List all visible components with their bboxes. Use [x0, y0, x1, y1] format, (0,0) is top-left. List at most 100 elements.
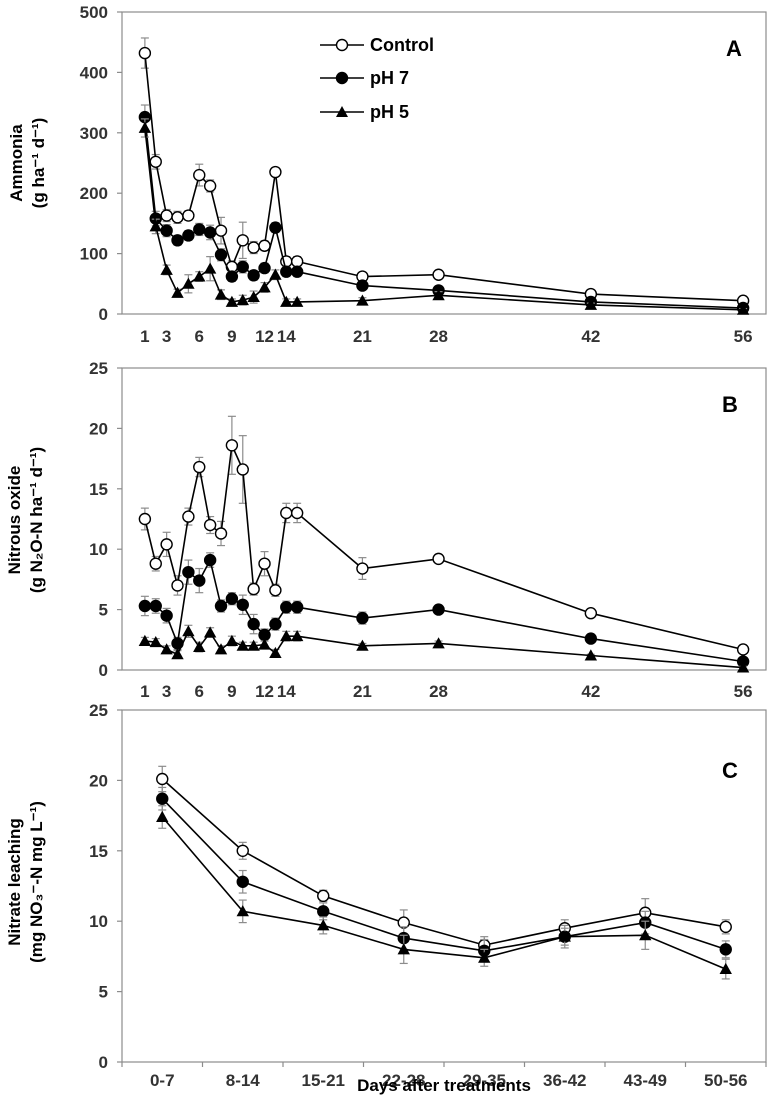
panel-c-frame — [121, 709, 767, 1063]
legend-control-marker — [335, 38, 349, 52]
panel-c-series-ph5-line — [161, 816, 727, 970]
panel-a-ytick-label: 0 — [99, 305, 108, 324]
panel-a-series-control-point — [203, 179, 217, 193]
panel-c-series-ph7-point — [156, 792, 169, 805]
panel-a-series-ph7-point — [225, 270, 239, 283]
panel-a-xtick-label: 56 — [734, 327, 753, 346]
panel-a-series-ph5-point — [171, 286, 184, 298]
panel-a-series-control-point — [193, 168, 206, 182]
panel-b-series-ph5-point — [236, 639, 249, 651]
panel-b-ytick-label: 25 — [89, 359, 108, 378]
panel-c-series-ph7-line — [161, 798, 727, 952]
panel-a-series-ph7-point — [280, 265, 293, 278]
panel-a-series-ph7-point — [258, 261, 271, 275]
panel-b-xtick-label: 6 — [195, 682, 204, 701]
panel-b-series-control-point — [171, 579, 184, 592]
panel-c-xtick-label: 15-21 — [302, 1071, 345, 1090]
panel-b-series-ph5-point — [269, 646, 282, 659]
panel-b-y-axis-label: Nitrous oxide (g N₂O-N ha⁻¹ d⁻¹) — [5, 447, 46, 593]
panel-a-series-control-point — [432, 268, 445, 281]
panel-b-x-ticks: 1 3 6 9 12 14 21 28 42 56 — [140, 682, 752, 701]
panel-b-series-ph5-point — [736, 661, 750, 673]
panel-b-xtick-label: 3 — [162, 682, 171, 701]
panel-b-ytick-label: 10 — [89, 540, 108, 559]
panel-c-xtick-label: 22-28 — [382, 1071, 425, 1090]
panel-b-series-ph7-point — [182, 565, 195, 579]
panel-c-nitrate-leaching: C Nitrate leaching (mg NO₃⁻-N mg L⁻¹) 0 5… — [5, 701, 767, 1095]
panel-b-frame — [121, 367, 767, 671]
legend-ph7-label: pH 7 — [370, 68, 409, 88]
panel-b-series-control-point — [584, 607, 598, 620]
panel-a-series-ph5-line — [144, 127, 744, 311]
panel-b-series-ph5-point — [225, 634, 239, 646]
panel-a-series-ph5-point — [584, 298, 598, 310]
panel-c-ytick-label: 15 — [89, 842, 108, 861]
panel-a-xtick-label: 6 — [195, 327, 204, 346]
panel-b-series-control-point — [225, 439, 239, 452]
legend-ph5-label: pH 5 — [370, 102, 409, 122]
panel-a-xtick-label: 1 — [140, 327, 149, 346]
panel-c-series-ph5-point — [478, 951, 491, 963]
panel-a-xtick-label: 9 — [227, 327, 236, 346]
panel-b-series-ph7-point — [280, 600, 293, 614]
panel-c-ytick-label: 10 — [89, 912, 108, 931]
panel-c-y-ticks: 0 5 10 15 20 25 — [89, 701, 122, 1072]
panel-a-ytick-label: 100 — [80, 245, 108, 264]
panel-b-series-control-point — [356, 562, 369, 575]
legend: Control pH 7 pH 5 — [320, 35, 434, 122]
panel-c-series-ph7-point — [236, 875, 249, 888]
panel-a-series-ph7-point — [247, 269, 260, 282]
panel-b-plot-area — [138, 415, 750, 673]
panel-a-series-ph5-point — [193, 270, 206, 282]
panel-a-series-ph5-point — [356, 294, 369, 306]
panel-a-ytick-label: 300 — [80, 124, 108, 143]
panel-b-series-ph7-point — [193, 574, 206, 587]
panel-c-ytick-label: 25 — [89, 701, 108, 720]
panel-b-series-ph7-point — [432, 603, 445, 616]
panel-c-series-ph5-point — [558, 930, 571, 942]
panel-c-xtick-label: 50-56 — [704, 1071, 747, 1090]
panel-a-series-ph5-point — [203, 262, 217, 274]
panel-b-series-ph7-point — [160, 609, 173, 622]
legend-ph7-marker — [335, 71, 349, 85]
panel-b-ytick-label: 15 — [89, 480, 108, 499]
panel-b-ytick-label: 5 — [99, 601, 108, 620]
panel-b-ylabel-line2: (g N₂O-N ha⁻¹ d⁻¹) — [27, 447, 46, 593]
panel-a-ylabel-line1: Ammonia — [7, 124, 26, 202]
panel-a-series-ph5-point — [138, 121, 152, 133]
panel-a-series-ph7-point — [236, 260, 249, 274]
panel-a-series-ph7 — [138, 104, 750, 315]
panel-a-series-ph7-point — [171, 234, 184, 247]
panel-b-y-ticks: 0 5 10 15 20 25 — [89, 359, 122, 680]
panel-b-series-ph5-point — [356, 639, 369, 651]
panel-a-series-ph5-point — [247, 290, 260, 303]
panel-a-series-ph7-point — [214, 248, 228, 262]
legend-ph5-marker — [336, 106, 348, 117]
panel-a-xtick-label: 12 — [255, 327, 274, 346]
panel-c-ylabel-line1: Nitrate leaching — [5, 818, 24, 946]
panel-a-series-control-point — [171, 211, 184, 224]
panel-b-xtick-label: 1 — [140, 682, 149, 701]
panel-a-ammonia: A Ammonia (g ha⁻¹ d⁻¹) 0100200300400500 … — [7, 3, 767, 346]
panel-b-series-ph5-point — [138, 634, 152, 646]
panel-a-series-ph7-point — [160, 224, 173, 237]
panel-a-series-ph5-point — [214, 288, 228, 300]
panel-a-series-control-point — [290, 255, 304, 268]
panel-b-series-ph5-point — [280, 629, 293, 642]
panel-a-series-control — [138, 37, 750, 307]
panel-a-y-axis-label: Ammonia (g ha⁻¹ d⁻¹) — [7, 118, 48, 209]
panel-b-series-control-point — [736, 643, 750, 656]
panel-b-series-ph7-point — [269, 617, 282, 631]
panel-c-y-axis-label: Nitrate leaching (mg NO₃⁻-N mg L⁻¹) — [5, 801, 46, 963]
panel-a-series-ph7-point — [193, 223, 206, 236]
panel-c-xtick-label: 43-49 — [624, 1071, 667, 1090]
panel-c-ytick-label: 5 — [99, 983, 108, 1002]
panel-b-ylabel-line1: Nitrous oxide — [5, 466, 24, 575]
panel-a-series-control-point — [214, 224, 228, 237]
panel-a-series-ph5-point — [236, 293, 249, 306]
panel-b-series-control-point — [280, 506, 293, 520]
panel-b-series-ph5-point — [258, 638, 271, 650]
panel-a-series-ph5-point — [736, 303, 750, 315]
panel-b-series-control-point — [236, 463, 249, 476]
